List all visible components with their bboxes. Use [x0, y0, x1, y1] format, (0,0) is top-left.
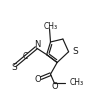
Text: CH₃: CH₃ — [43, 22, 58, 31]
Text: S: S — [72, 47, 78, 56]
Text: S: S — [11, 63, 17, 72]
Text: CH₃: CH₃ — [70, 78, 84, 87]
Text: C: C — [23, 52, 28, 61]
Text: N: N — [34, 40, 40, 49]
Text: O: O — [51, 82, 58, 91]
Text: O: O — [35, 75, 41, 84]
